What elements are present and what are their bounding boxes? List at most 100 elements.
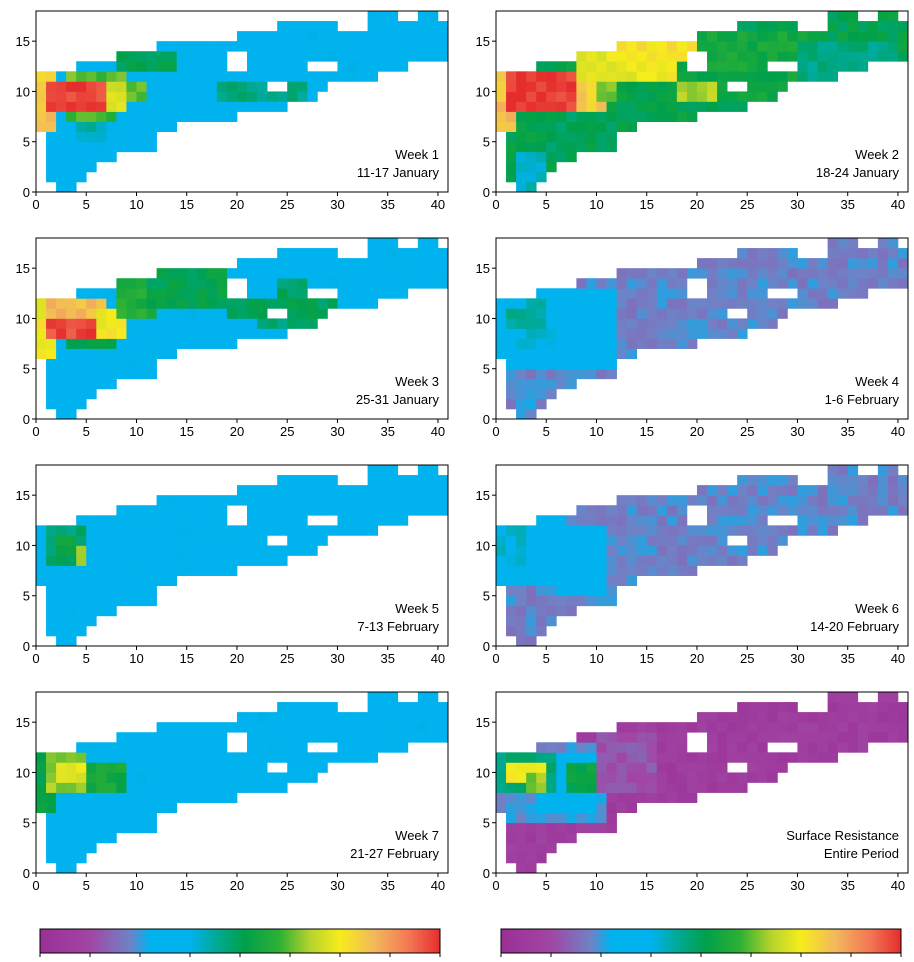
heat-cell [417, 21, 429, 32]
heat-cell [106, 605, 117, 617]
heat-cell [86, 378, 97, 390]
heat-cell [626, 792, 638, 803]
heat-cell [656, 288, 668, 299]
heat-cell [297, 51, 308, 62]
heat-cell [76, 615, 87, 627]
heat-cell [206, 81, 218, 92]
heat-cell [116, 368, 127, 380]
heat-cell [707, 525, 718, 536]
heat-cell [146, 91, 157, 102]
heat-cell [867, 475, 879, 486]
heat-cell [536, 525, 547, 536]
heat-cell [566, 131, 577, 143]
heat-cell [496, 121, 507, 133]
heat-cell [707, 752, 718, 763]
heat-cell [76, 378, 87, 390]
heat-cell [857, 288, 869, 299]
heat-cell [367, 31, 379, 42]
heat-cell [616, 752, 627, 763]
heat-cell [566, 812, 577, 824]
heat-cell [747, 71, 758, 82]
heat-cell [646, 495, 658, 506]
heat-cell [707, 782, 718, 793]
heat-cell [646, 742, 658, 753]
heat-cell [76, 792, 87, 803]
heat-cell [46, 822, 57, 834]
heat-cell [56, 298, 67, 309]
heat-cell [696, 525, 708, 536]
heat-cell [837, 495, 849, 506]
heat-cell [66, 862, 77, 874]
heat-cell [646, 328, 658, 339]
heat-cell [606, 752, 617, 763]
heat-cell [516, 535, 527, 546]
heat-cell [186, 61, 198, 72]
heat-cell [546, 832, 557, 844]
heat-cell [56, 318, 67, 329]
heat-cell [427, 712, 439, 723]
heat-cell [516, 171, 527, 183]
heat-cell [576, 308, 587, 319]
heat-cell [367, 732, 379, 743]
heat-cell [566, 328, 577, 339]
heat-cell [166, 318, 178, 329]
heat-cell [506, 782, 517, 793]
heat-cell [666, 101, 678, 112]
heat-cell [347, 495, 358, 506]
colorbar-tick-label: 300 [790, 959, 812, 962]
heat-cell [387, 258, 399, 269]
heat-cell [397, 288, 409, 299]
heat-cell [666, 792, 678, 803]
heat-cell [506, 525, 517, 536]
heat-cell [566, 318, 577, 329]
heat-cell [66, 792, 77, 803]
heat-cell [347, 41, 358, 52]
heat-cell [666, 515, 678, 526]
heat-cell [596, 822, 607, 834]
heat-cell [646, 752, 658, 763]
heat-cell [686, 792, 698, 803]
x-tick-label: 15 [639, 651, 653, 666]
heat-cell [787, 505, 798, 516]
heat-cell [897, 485, 909, 496]
heat-cell [287, 515, 298, 526]
heat-cell [847, 258, 859, 269]
heat-cell [837, 702, 849, 713]
heat-cell [166, 111, 178, 122]
heat-cell [417, 505, 429, 516]
x-tick-label: 25 [740, 424, 754, 439]
heat-cell [797, 742, 808, 753]
colorbar-tick-label: 0 [497, 959, 504, 962]
heat-cell [646, 732, 658, 743]
heat-cell [277, 101, 288, 112]
heat-cell [536, 595, 547, 607]
heat-cell [126, 515, 137, 526]
heat-cell [857, 732, 869, 743]
heat-cell [817, 485, 828, 496]
heat-cell [546, 111, 557, 122]
heat-cell [696, 712, 708, 723]
heat-cell [106, 575, 117, 587]
heat-cell [747, 21, 758, 32]
heat-cell [186, 288, 198, 299]
heat-cell [757, 485, 768, 496]
heat-cell [136, 318, 147, 329]
heat-cell [247, 752, 258, 763]
heat-cell [96, 318, 107, 329]
heat-cell [676, 298, 688, 309]
heat-cell [496, 348, 507, 360]
y-tick-label: 5 [23, 135, 30, 150]
plot-frame [495, 10, 909, 193]
heat-cell [576, 121, 587, 133]
heat-cell [546, 348, 557, 360]
heat-cell [506, 378, 517, 390]
heat-cell [407, 702, 419, 713]
heat-cell [397, 278, 409, 289]
heat-cell [536, 161, 547, 173]
heat-cell [696, 495, 708, 506]
heat-cell [767, 268, 778, 279]
heat-cell [56, 348, 67, 360]
heat-cell [646, 535, 658, 546]
heat-cell [196, 545, 208, 556]
heat-cell [506, 565, 517, 576]
